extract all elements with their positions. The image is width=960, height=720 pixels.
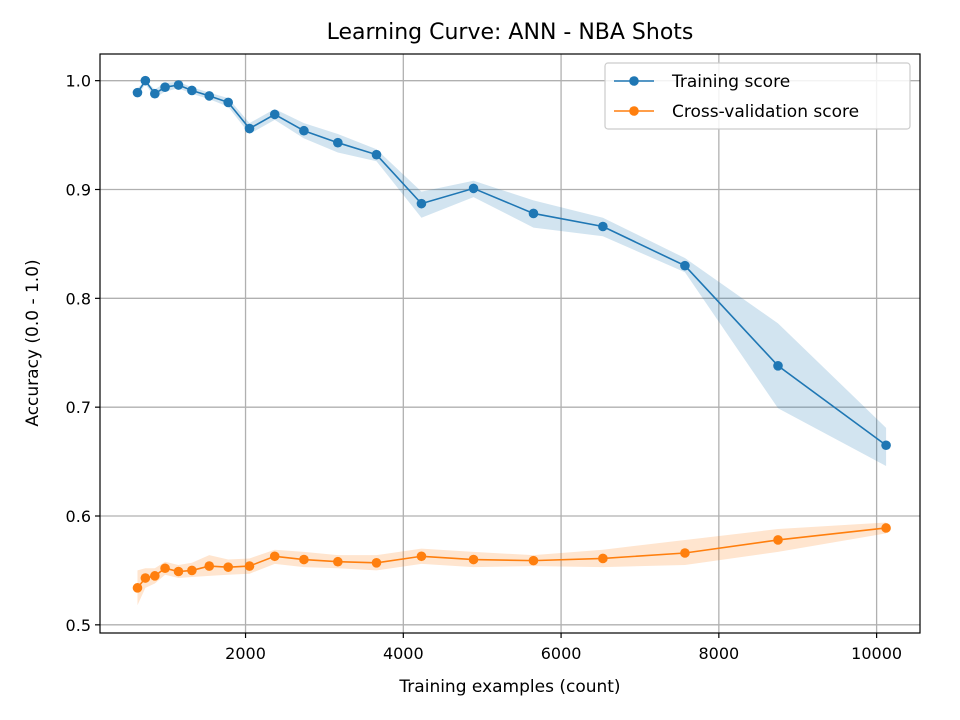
- training-score-point: [223, 97, 233, 108]
- cross-validation-score-point: [244, 561, 255, 571]
- cross-validation-score-point: [132, 583, 143, 593]
- cross-validation-score-point: [528, 555, 539, 566]
- cross-validation-score-point: [187, 565, 197, 576]
- training-score-point: [333, 137, 343, 148]
- training-score-point: [299, 125, 309, 136]
- cross-validation-score-point: [371, 558, 382, 568]
- x-tick-label: 8000: [698, 644, 739, 663]
- legend-box: [604, 62, 911, 130]
- training-score-point: [204, 91, 215, 101]
- y-axis-ticks: 0.5 0.6 0.7 0.8 0.9 1.0: [66, 72, 100, 635]
- cross-validation-score-point: [598, 553, 608, 564]
- training-score-point: [173, 80, 184, 90]
- training-score-point: [132, 87, 143, 98]
- training-score-point: [269, 109, 280, 120]
- x-tick-label: 10000: [851, 644, 902, 663]
- training-score-point: [416, 198, 427, 209]
- cross-validation-score-point: [881, 523, 891, 533]
- cross-validation-score-point: [333, 556, 343, 567]
- x-axis-label: Training examples (count): [398, 677, 620, 697]
- y-tick-label: 0.9: [66, 180, 91, 199]
- cross-validation-score-legend-label: Cross-validation score: [672, 102, 859, 122]
- cross-validation-score-point: [468, 554, 479, 565]
- training-score-legend-marker: [629, 76, 639, 86]
- x-tick-label: 4000: [383, 644, 424, 663]
- training-score-point: [187, 85, 197, 96]
- y-tick-label: 0.5: [66, 616, 91, 635]
- training-score-point: [598, 221, 608, 232]
- training-score-point: [680, 260, 690, 271]
- training-score-point: [371, 149, 382, 160]
- training-score-legend-label: Training score: [671, 72, 790, 92]
- x-tick-label: 6000: [541, 644, 582, 663]
- plot-frame: [99, 53, 921, 634]
- training-score-point: [881, 440, 891, 451]
- cross-validation-score-point: [299, 554, 309, 565]
- y-tick-label: 0.7: [66, 398, 91, 417]
- cross-validation-score-point: [773, 535, 783, 545]
- cross-validation-score-point: [269, 551, 280, 562]
- y-tick-label: 0.6: [66, 507, 91, 526]
- cross-validation-score-point: [173, 566, 184, 577]
- grid: [100, 54, 920, 633]
- series: [132, 75, 891, 593]
- training-score-point: [773, 361, 783, 371]
- cross-validation-score-point: [680, 548, 690, 558]
- cross-validation-score-legend-marker: [629, 106, 639, 116]
- training-score-point: [468, 183, 479, 194]
- training-score-point: [160, 82, 170, 92]
- x-tick-label: 2000: [225, 644, 266, 663]
- confidence-bands: [137, 80, 887, 606]
- y-tick-label: 1.0: [66, 72, 91, 91]
- cross-validation-score-point: [223, 562, 233, 572]
- training-score-point: [528, 208, 539, 219]
- cross-validation-score-point: [160, 563, 170, 574]
- x-axis-ticks: 2000 4000 6000 8000 10000: [225, 633, 902, 663]
- training-score-band: [137, 80, 887, 466]
- cross-validation-score-point: [150, 571, 160, 581]
- cross-validation-score-point: [140, 573, 151, 583]
- training-score-point: [244, 123, 255, 134]
- chart-title: Learning Curve: ANN - NBA Shots: [327, 20, 694, 45]
- training-score-point: [150, 88, 160, 99]
- training-score-point: [140, 75, 151, 86]
- cross-validation-score-band: [137, 522, 887, 606]
- cross-validation-score-point: [416, 551, 427, 562]
- legend: Training score Cross-validation score: [604, 62, 911, 130]
- cross-validation-score-point: [204, 561, 215, 571]
- y-tick-label: 0.8: [66, 289, 91, 308]
- y-axis-label: Accuracy (0.0 - 1.0): [23, 259, 43, 426]
